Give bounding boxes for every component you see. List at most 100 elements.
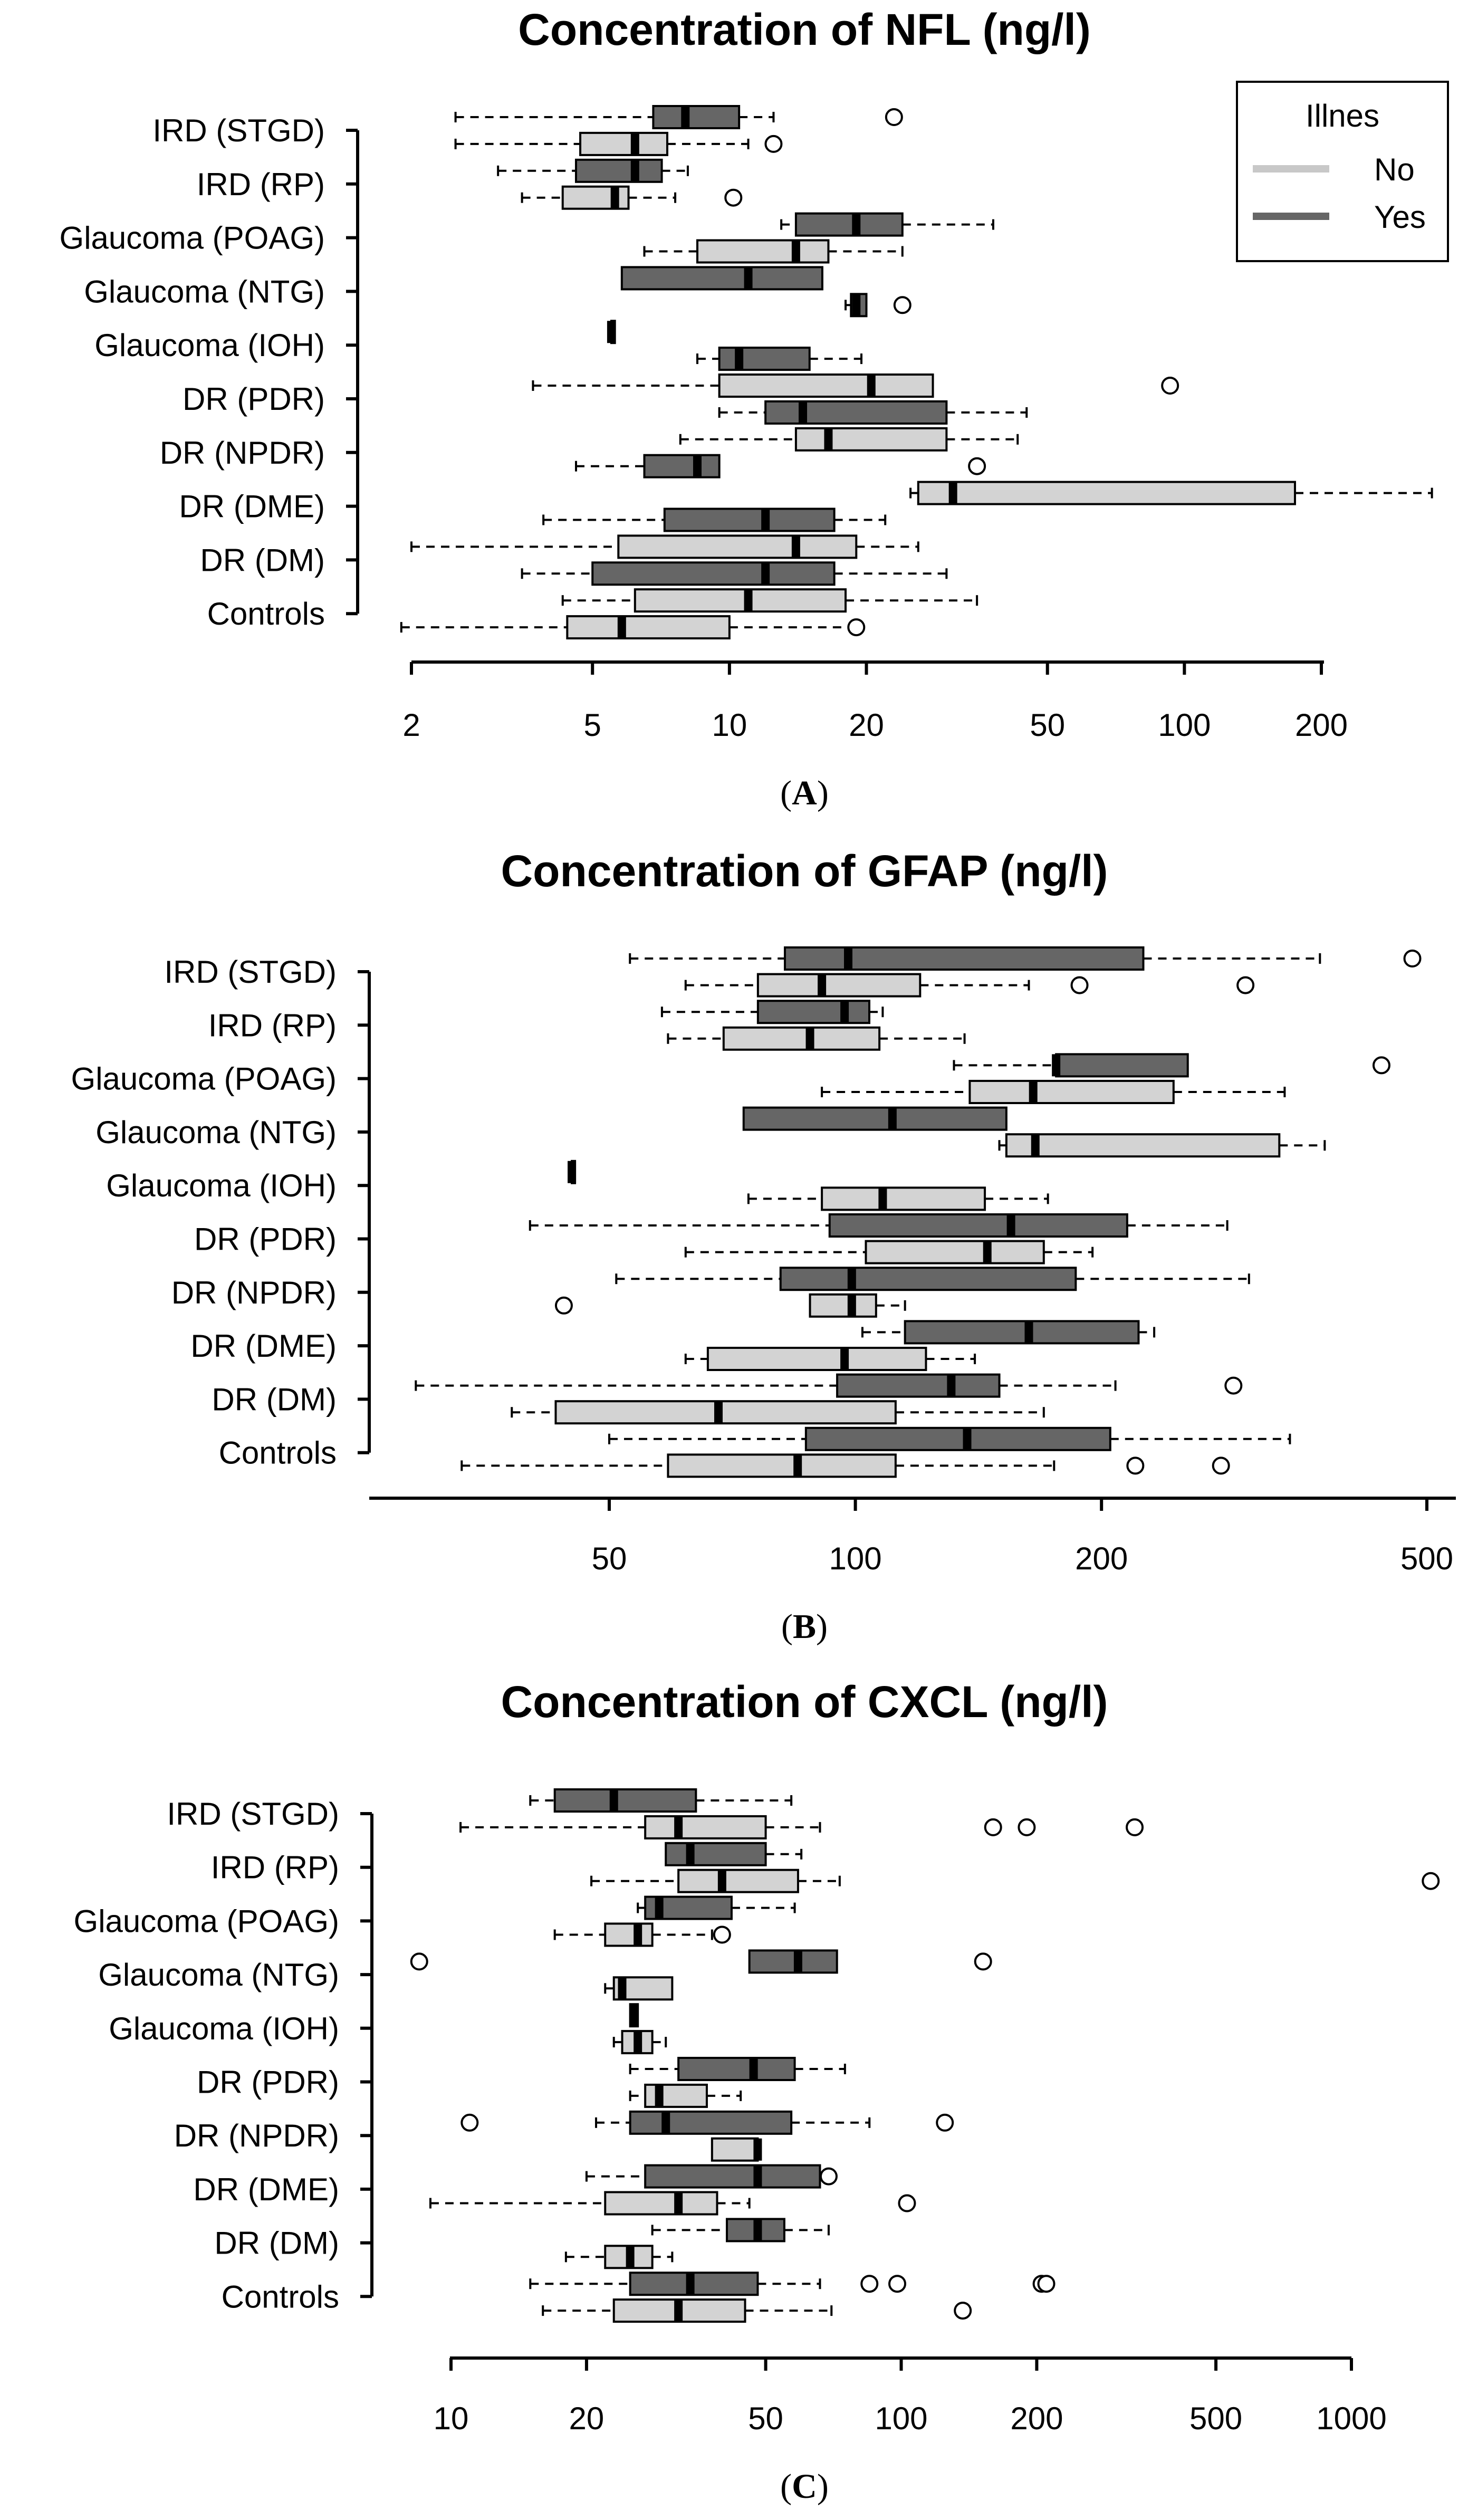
box-no: [511, 1400, 1045, 1425]
box-yes: [585, 2164, 838, 2189]
value-tick-label: 5: [584, 707, 601, 743]
box-yes: [637, 1895, 796, 1920]
box-yes: [415, 1373, 1243, 1398]
category-label: DR (DME): [179, 489, 325, 524]
boxes: [400, 105, 1433, 640]
outlier-point: [974, 1952, 992, 1971]
box-body: [663, 507, 836, 532]
value-tick-label: 1000: [1316, 2401, 1386, 2436]
category-label: Glaucoma (NTG): [98, 1957, 339, 1992]
outlier-point: [984, 1818, 1002, 1836]
legend-label-no: No: [1374, 152, 1415, 187]
value-tick-label: 50: [592, 1541, 627, 1576]
box-body: [794, 212, 904, 237]
value-tick-label: 500: [1189, 2401, 1242, 2436]
outlier-point: [1372, 1056, 1390, 1075]
box-yes: [845, 293, 911, 318]
chart-title: Concentration of CXCL (ng/l): [501, 1677, 1108, 1727]
box-no: [667, 1026, 966, 1051]
box-no: [998, 1133, 1326, 1158]
box-body: [809, 1293, 877, 1318]
category-label: Glaucoma (IOH): [109, 2011, 339, 2046]
category-label: DR (NPDR): [171, 1275, 337, 1310]
category-label: Glaucoma (IOH): [94, 328, 325, 363]
box-body: [1005, 1133, 1281, 1158]
box-body: [629, 2110, 793, 2135]
box-yes: [629, 946, 1422, 971]
category-label: DR (DME): [193, 2172, 339, 2207]
box-no: [629, 2083, 742, 2108]
box-yes: [953, 1053, 1390, 1078]
box-body: [748, 1949, 838, 1974]
outlier-point: [1161, 377, 1179, 395]
box-no: [460, 1453, 1230, 1478]
box-body: [917, 481, 1296, 505]
value-tick-label: 20: [849, 707, 884, 743]
box-no: [590, 1869, 1440, 1893]
category-label: IRD (RP): [208, 1008, 337, 1043]
outlier-point: [1070, 976, 1089, 994]
outlier-point: [554, 1296, 573, 1315]
box-body: [718, 347, 811, 371]
box-body: [828, 1213, 1128, 1238]
box-no: [553, 1922, 731, 1947]
outlier-point: [888, 2275, 907, 2293]
box-no: [684, 1347, 976, 1371]
outlier-point: [893, 296, 911, 314]
box-body: [566, 615, 731, 640]
value-tick-label: 100: [1158, 707, 1211, 743]
category-label: DR (DM): [214, 2226, 339, 2261]
category-axis: IRD (STGD) IRD (RP) Glaucoma (POAG) Glaucom…: [71, 954, 371, 1471]
panel-B: Concentration of GFAP (ng/l) IRD (STGD) IR…: [71, 846, 1456, 1646]
box-body: [779, 1267, 1077, 1291]
outlier-point: [460, 2113, 479, 2132]
box-no: [607, 320, 616, 344]
box-body: [617, 534, 858, 559]
outlier-point: [968, 457, 986, 475]
category-label: IRD (RP): [211, 1850, 339, 1885]
box-yes: [615, 1267, 1250, 1291]
value-axis: 50 100 200 500: [369, 1497, 1456, 1576]
chart-title: Concentration of GFAP (ng/l): [501, 846, 1108, 896]
value-tick-label: 2: [402, 707, 420, 743]
outlier-point: [1126, 1457, 1145, 1475]
category-label: Glaucoma (POAG): [60, 221, 325, 256]
legend-title: Illnes: [1306, 98, 1379, 133]
category-label: IRD (STGD): [152, 113, 325, 148]
outlier-point: [847, 618, 866, 637]
box-yes: [521, 561, 948, 586]
box-body: [604, 1922, 654, 1947]
box-body: [553, 1788, 697, 1813]
box-no: [554, 1293, 906, 1318]
box-no: [400, 615, 866, 640]
box-body: [696, 239, 830, 264]
outlier-point: [1403, 950, 1422, 967]
value-tick-label: 50: [1030, 707, 1065, 743]
category-label: DR (PDR): [197, 2065, 339, 2100]
box-yes: [529, 2272, 1056, 2296]
box-no: [429, 2191, 916, 2216]
panel-label: (B): [781, 1607, 828, 1646]
box-body: [591, 561, 836, 586]
box-body: [644, 2164, 821, 2189]
box-yes: [696, 347, 863, 371]
box-body: [836, 1373, 1001, 1398]
value-tick-label: 200: [1295, 707, 1348, 743]
box-no: [542, 2298, 972, 2323]
outlier-point: [724, 188, 743, 207]
box-yes: [529, 1213, 1229, 1238]
box-body: [718, 373, 934, 398]
box-body: [652, 105, 741, 129]
category-label: IRD (STGD): [164, 954, 337, 990]
box-body: [665, 1842, 767, 1866]
box-no: [643, 239, 904, 264]
box-no: [747, 1186, 1049, 1211]
chart-title: Concentration of NFL (ng/l): [518, 5, 1091, 54]
panel-label: (A): [780, 774, 829, 812]
boxes: [410, 1788, 1440, 2323]
category-label: IRD (STGD): [167, 1796, 339, 1832]
box-yes: [608, 1426, 1291, 1451]
box-yes: [780, 212, 994, 237]
box-yes: [620, 266, 823, 291]
box-body: [821, 1186, 986, 1211]
